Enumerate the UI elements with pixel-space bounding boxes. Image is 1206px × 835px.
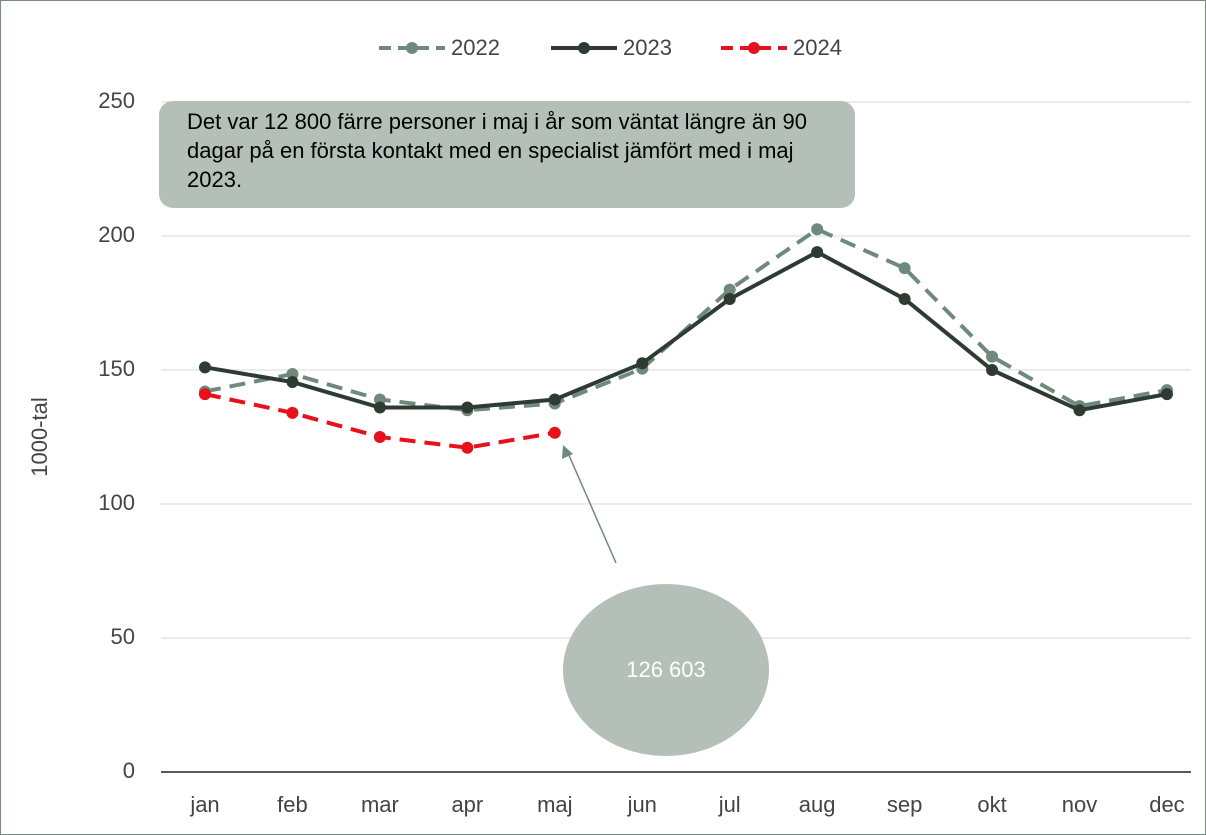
y-tick-label: 0 bbox=[123, 758, 135, 783]
point bbox=[286, 406, 299, 419]
y-tick-label: 250 bbox=[98, 88, 135, 113]
series-line bbox=[204, 249, 1168, 413]
y-tick-label: 50 bbox=[111, 624, 135, 649]
legend-marker bbox=[748, 42, 760, 54]
x-tick-label: jan bbox=[189, 792, 219, 817]
point bbox=[373, 401, 386, 414]
x-tick-label: dec bbox=[1149, 792, 1184, 817]
annotation-arrow bbox=[567, 452, 617, 564]
point bbox=[1073, 404, 1086, 417]
x-tick-label: jun bbox=[627, 792, 657, 817]
x-tick-label: sep bbox=[887, 792, 922, 817]
annotation-box: Det var 12 800 färre personer i maj i år… bbox=[159, 101, 855, 208]
point bbox=[723, 292, 736, 305]
legend-label: 2023 bbox=[623, 35, 672, 60]
point bbox=[373, 431, 386, 443]
legend-item: 2022 bbox=[379, 35, 500, 60]
y-tick-label: 150 bbox=[98, 356, 135, 381]
point bbox=[898, 262, 911, 275]
arrow-head bbox=[562, 445, 573, 459]
legend-marker bbox=[578, 42, 590, 54]
x-tick-label: apr bbox=[451, 792, 483, 817]
legend-item: 2023 bbox=[551, 35, 672, 60]
x-tick-label: feb bbox=[277, 792, 308, 817]
y-tick-label: 100 bbox=[98, 490, 135, 515]
x-tick-label: nov bbox=[1062, 792, 1097, 817]
legend-label: 2022 bbox=[451, 35, 500, 60]
legend-marker bbox=[406, 42, 418, 54]
annotation-ellipse bbox=[563, 584, 769, 756]
point bbox=[636, 357, 649, 370]
point bbox=[548, 393, 561, 406]
point bbox=[986, 350, 999, 363]
point bbox=[811, 223, 824, 236]
point bbox=[286, 376, 299, 389]
point bbox=[199, 361, 211, 374]
y-tick-label: 200 bbox=[98, 222, 135, 247]
annotation-value: 126 603 bbox=[626, 657, 706, 682]
x-tick-label: mar bbox=[361, 792, 399, 817]
x-tick-label: okt bbox=[977, 792, 1006, 817]
point bbox=[199, 388, 211, 401]
point bbox=[898, 292, 911, 305]
point bbox=[723, 283, 736, 296]
legend-label: 2024 bbox=[793, 35, 842, 60]
point bbox=[461, 441, 474, 454]
y-axis-label: 1000-tal bbox=[27, 397, 52, 477]
legend-item: 2024 bbox=[721, 35, 842, 60]
point bbox=[461, 401, 474, 414]
point bbox=[1160, 388, 1173, 401]
point bbox=[548, 426, 561, 439]
x-tick-label: aug bbox=[799, 792, 836, 817]
x-tick-label: maj bbox=[537, 792, 572, 817]
x-tick-label: jul bbox=[718, 792, 741, 817]
point bbox=[811, 246, 824, 259]
point bbox=[986, 364, 999, 376]
